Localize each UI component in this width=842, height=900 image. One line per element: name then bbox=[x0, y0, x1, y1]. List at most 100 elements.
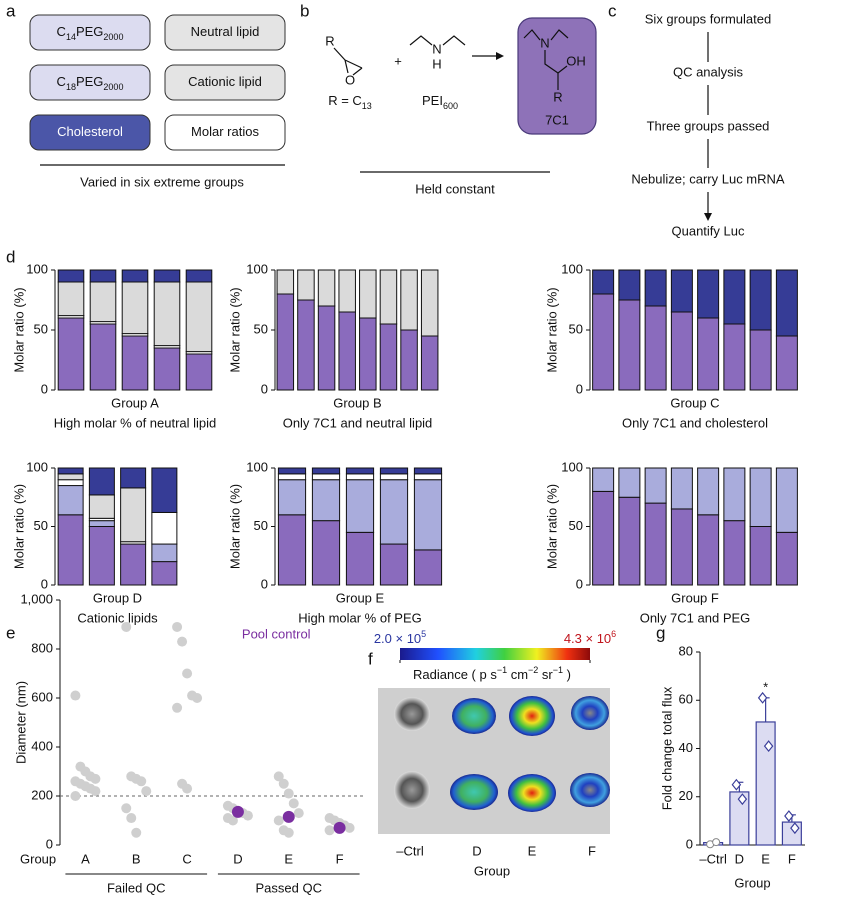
data-point bbox=[172, 621, 183, 632]
colorbar-label-part: 2.0 × 10 bbox=[374, 631, 421, 646]
data-point bbox=[177, 636, 188, 647]
bar-segment bbox=[775, 269, 798, 337]
x-tick-label: A bbox=[81, 851, 90, 866]
bar-segment bbox=[379, 473, 409, 481]
bar-segment bbox=[151, 561, 178, 586]
bar-segment bbox=[317, 305, 336, 391]
data-point bbox=[70, 690, 81, 701]
data-point bbox=[324, 825, 335, 836]
colorbar-title-part: −2 bbox=[528, 665, 538, 675]
bond bbox=[442, 35, 466, 46]
pool-point bbox=[231, 805, 244, 818]
bar-segment bbox=[345, 531, 375, 586]
component-label: Molar ratios bbox=[191, 124, 259, 139]
arrow-head bbox=[704, 213, 712, 221]
x-tick-label: F bbox=[588, 843, 596, 858]
bar-segment bbox=[723, 520, 746, 586]
data-point bbox=[90, 786, 101, 797]
colorbar-label: 2.0 × 105 bbox=[374, 629, 426, 646]
bar bbox=[729, 791, 750, 846]
bar-segment bbox=[420, 269, 439, 337]
bond bbox=[333, 47, 346, 61]
data-point bbox=[126, 813, 137, 824]
reagent-label-part: 13 bbox=[362, 101, 372, 111]
bar-segment bbox=[413, 479, 443, 551]
bar-segment bbox=[697, 467, 720, 516]
bar-segment bbox=[644, 305, 667, 391]
x-axis-label: Group bbox=[734, 875, 770, 890]
bar-segment bbox=[359, 269, 377, 319]
y-axis-label: Molar ratio (%) bbox=[227, 287, 242, 372]
y-tick-label: 0 bbox=[41, 381, 48, 396]
y-tick-label: 100 bbox=[26, 261, 48, 276]
component-label-part: Cationic lipid bbox=[188, 74, 262, 89]
data-point bbox=[182, 668, 193, 679]
chart-title: Group E bbox=[336, 590, 385, 605]
bar-segment bbox=[379, 543, 409, 586]
bar-segment bbox=[670, 269, 693, 313]
component-label-part: Molar ratios bbox=[191, 124, 259, 139]
bar-segment bbox=[311, 479, 341, 522]
chart-title: Group D bbox=[93, 590, 142, 605]
component-label: Neutral lipid bbox=[191, 24, 260, 39]
flow-step: Three groups passed bbox=[647, 118, 770, 133]
data-point bbox=[192, 693, 203, 703]
bar-segment bbox=[120, 543, 147, 586]
bar-segment bbox=[311, 473, 341, 481]
chart-subtitle: Only 7C1 and neutral lipid bbox=[283, 415, 433, 430]
bond bbox=[550, 29, 569, 41]
y-tick-label: 0 bbox=[576, 381, 583, 396]
x-tick-label: D bbox=[472, 843, 481, 858]
flow-step: Nebulize; carry Luc mRNA bbox=[631, 171, 784, 186]
lung bbox=[571, 696, 609, 730]
replicate-point bbox=[731, 778, 742, 791]
bar-segment bbox=[592, 293, 615, 391]
colorbar-title-part: −1 bbox=[553, 665, 563, 675]
bar-segment bbox=[749, 526, 772, 586]
data-point bbox=[278, 778, 289, 789]
atom: R bbox=[553, 89, 562, 104]
lung bbox=[450, 774, 498, 810]
bar-segment bbox=[57, 485, 84, 516]
y-axis-label: Molar ratio (%) bbox=[11, 484, 26, 569]
colorbar-title-part: ) bbox=[563, 667, 571, 682]
y-axis-label: Diameter (nm) bbox=[13, 681, 28, 764]
replicate-point bbox=[712, 838, 721, 847]
chart-subtitle: Only 7C1 and PEG bbox=[640, 610, 751, 625]
bar-segment bbox=[618, 496, 641, 586]
bar-segment bbox=[120, 467, 147, 489]
bar-segment bbox=[592, 269, 615, 295]
data-point bbox=[227, 815, 238, 826]
bar bbox=[755, 721, 776, 846]
bar-segment bbox=[57, 479, 84, 487]
bar-segment bbox=[379, 479, 409, 545]
y-tick-label: 50 bbox=[569, 321, 583, 336]
component-label-part: 2000 bbox=[103, 32, 123, 42]
bar-segment bbox=[697, 514, 720, 586]
colorbar-label-part: 5 bbox=[421, 629, 426, 639]
bracket-label: Passed QC bbox=[256, 880, 322, 895]
bar-segment bbox=[88, 520, 115, 528]
chart-title: Group B bbox=[333, 395, 381, 410]
y-tick-label: 100 bbox=[561, 459, 583, 474]
replicate-point bbox=[784, 810, 794, 823]
bar-segment bbox=[413, 473, 443, 481]
bar-segment bbox=[88, 526, 115, 586]
x-tick-label: D bbox=[735, 851, 744, 866]
colorbar-title-part: Radiance ( p s bbox=[413, 667, 497, 682]
lung bbox=[452, 698, 496, 734]
bar-segment bbox=[413, 549, 443, 586]
product-label: 7C1 bbox=[545, 112, 569, 127]
bar-segment bbox=[359, 317, 377, 391]
bar-segment bbox=[153, 347, 181, 391]
x-tick-label: E bbox=[528, 843, 537, 858]
bar-segment bbox=[151, 543, 178, 563]
y-tick-label: 80 bbox=[679, 643, 693, 658]
component-box bbox=[29, 114, 151, 151]
chart-subtitle: High molar % of PEG bbox=[298, 610, 422, 625]
bar-segment bbox=[151, 467, 178, 513]
x-tick-label: B bbox=[132, 851, 141, 866]
x-tick-label: D bbox=[233, 851, 242, 866]
component-label-part: C bbox=[57, 24, 66, 39]
